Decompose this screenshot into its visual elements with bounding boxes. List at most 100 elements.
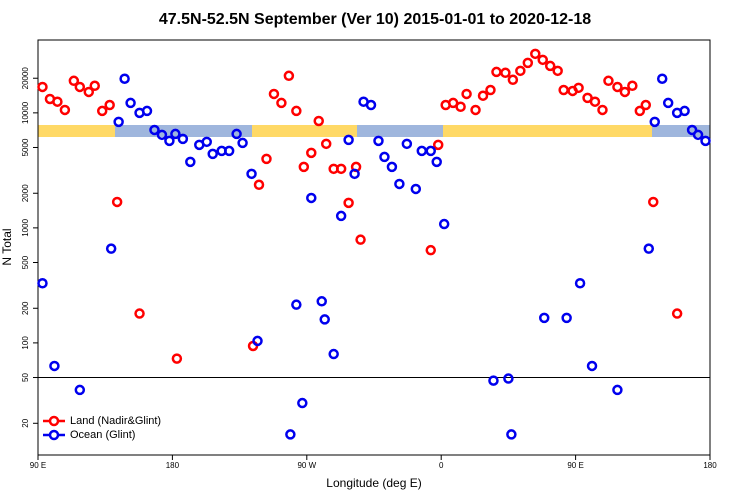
point xyxy=(643,243,655,254)
point xyxy=(349,168,360,180)
point xyxy=(313,115,324,127)
y-tick-label: 5000 xyxy=(21,138,30,156)
point xyxy=(37,81,48,93)
point xyxy=(223,145,235,157)
legend-label: Land (Nadir&Glint) xyxy=(70,415,161,427)
point xyxy=(113,116,124,128)
point xyxy=(252,335,263,347)
point xyxy=(283,70,295,82)
point xyxy=(306,147,317,159)
point xyxy=(500,67,511,79)
y-tick-label: 20 xyxy=(21,418,30,427)
point xyxy=(343,197,354,209)
x-tick-label: 90 E xyxy=(567,461,583,470)
point xyxy=(328,348,339,360)
point xyxy=(201,136,212,148)
point xyxy=(470,104,481,116)
y-axis-label: N Total xyxy=(0,228,14,265)
point xyxy=(246,168,257,180)
point xyxy=(52,96,63,107)
point xyxy=(552,65,563,77)
point xyxy=(276,97,287,109)
point xyxy=(268,88,280,100)
point xyxy=(320,138,332,150)
point xyxy=(170,128,181,140)
legend-label: Ocean (Glint) xyxy=(70,429,135,441)
point xyxy=(686,124,698,136)
point xyxy=(649,116,660,128)
x-tick-label: 180 xyxy=(166,461,180,470)
legend-marker xyxy=(48,429,60,441)
point xyxy=(365,99,377,111)
point xyxy=(648,196,659,208)
point xyxy=(231,128,242,140)
x-axis-label: Longitude (deg E) xyxy=(326,476,421,490)
point xyxy=(291,105,302,117)
point xyxy=(603,75,614,87)
point xyxy=(297,397,308,409)
point xyxy=(461,88,472,100)
point xyxy=(177,133,189,145)
point xyxy=(285,429,296,440)
point xyxy=(640,99,652,111)
point xyxy=(432,139,444,151)
point xyxy=(692,129,704,141)
y-tick-label: 200 xyxy=(21,301,30,315)
point xyxy=(298,161,310,173)
point xyxy=(410,183,422,195)
legend-marker xyxy=(48,415,60,427)
point xyxy=(261,153,272,165)
point xyxy=(207,148,218,160)
point xyxy=(105,243,117,254)
point xyxy=(538,312,550,324)
plot-frame xyxy=(37,39,711,456)
point xyxy=(134,308,145,319)
chart-title: 47.5N-52.5N September (Ver 10) 2015-01-0… xyxy=(159,11,591,28)
x-tick-label: 180 xyxy=(703,461,717,470)
point xyxy=(477,90,489,101)
point xyxy=(185,156,196,168)
point xyxy=(379,151,390,163)
y-tick-label: 20000 xyxy=(21,67,30,90)
x-tick-label: 90 W xyxy=(297,461,316,470)
point xyxy=(485,84,496,96)
point xyxy=(503,373,514,384)
point xyxy=(111,196,123,208)
point xyxy=(141,105,153,117)
y-tick-label: 1000 xyxy=(21,218,30,236)
point xyxy=(515,65,526,77)
point xyxy=(506,429,517,440)
point xyxy=(335,163,347,175)
point xyxy=(612,384,623,396)
ocean-band xyxy=(357,125,443,137)
point xyxy=(171,353,183,364)
point xyxy=(74,384,86,396)
point xyxy=(656,73,668,84)
point xyxy=(316,296,327,307)
point xyxy=(96,105,108,117)
point xyxy=(416,145,428,157)
point xyxy=(561,312,572,324)
point xyxy=(68,75,80,87)
point xyxy=(619,86,631,98)
point xyxy=(355,234,366,245)
point xyxy=(319,314,330,325)
point xyxy=(386,161,398,173)
land-band xyxy=(38,125,115,137)
point xyxy=(700,135,711,147)
point xyxy=(74,81,86,93)
point xyxy=(662,97,674,109)
point xyxy=(49,360,60,372)
point xyxy=(522,57,534,69)
point xyxy=(104,99,115,111)
point xyxy=(612,81,623,93)
point xyxy=(537,54,548,66)
point xyxy=(589,96,601,107)
point xyxy=(679,105,690,117)
point xyxy=(401,138,413,150)
point xyxy=(89,80,100,92)
point xyxy=(394,178,405,190)
point xyxy=(164,135,175,147)
point xyxy=(530,48,541,60)
